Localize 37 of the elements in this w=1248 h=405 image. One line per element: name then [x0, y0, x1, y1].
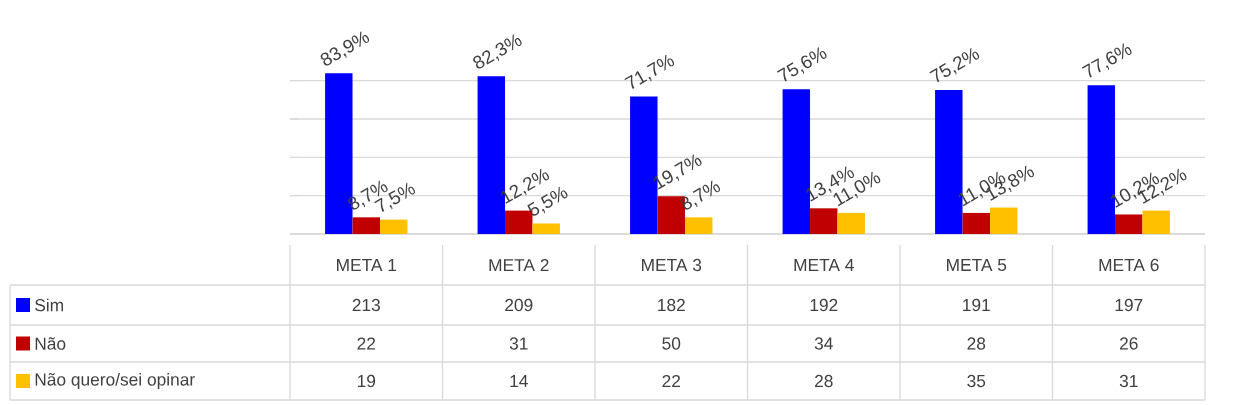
text: 209	[505, 298, 533, 312]
bar	[1142, 210, 1170, 234]
x-tick-label: META 3	[642, 258, 702, 272]
text: 35	[967, 374, 986, 388]
bar	[684, 217, 713, 234]
text: 50	[662, 337, 681, 350]
text: 14	[510, 375, 528, 387]
text: 19	[357, 374, 376, 388]
text: 28	[967, 337, 986, 350]
bar	[962, 212, 990, 234]
bar	[352, 217, 380, 234]
bar	[379, 219, 408, 234]
text: 191	[963, 298, 990, 312]
legend-label: Sim	[35, 298, 63, 312]
bar	[532, 223, 560, 234]
text: 182	[658, 298, 685, 312]
text: 22	[662, 374, 681, 388]
bar	[1115, 214, 1143, 234]
text: 22	[357, 337, 376, 350]
text: 31	[1119, 374, 1138, 388]
text: 31	[509, 337, 528, 350]
text: 197	[1115, 298, 1143, 312]
x-tick-label: META 5	[947, 258, 1007, 272]
legend-label: Não quero/sei opinar	[35, 372, 195, 390]
text: 28	[815, 374, 833, 388]
bar	[837, 212, 865, 234]
text: 34	[814, 337, 833, 350]
x-tick-label: META 6	[1099, 258, 1159, 272]
x-tick-label: META 2	[489, 258, 549, 272]
bar	[989, 207, 1018, 234]
x-tick-label: META 1	[337, 259, 397, 271]
legend-label: Não	[35, 337, 66, 350]
text: 213	[352, 298, 380, 312]
text: 192	[810, 298, 838, 312]
bar	[810, 208, 838, 234]
x-tick-label: META 4	[794, 259, 854, 271]
text: 26	[1120, 337, 1138, 350]
